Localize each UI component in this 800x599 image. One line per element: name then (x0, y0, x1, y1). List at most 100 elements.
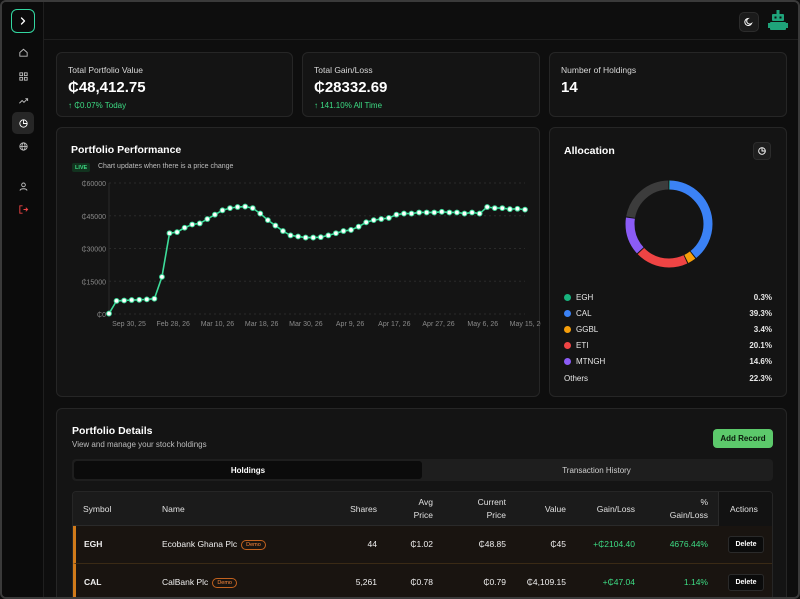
data-point[interactable] (438, 208, 445, 215)
data-point[interactable] (159, 273, 165, 280)
data-point[interactable] (317, 234, 324, 241)
data-point[interactable] (128, 297, 135, 303)
data-point[interactable] (355, 223, 362, 230)
column-header-symbol[interactable]: Symbol (83, 504, 112, 514)
data-point[interactable] (151, 295, 158, 302)
data-point[interactable] (363, 219, 370, 226)
data-point[interactable] (325, 232, 332, 239)
sidebar-item-dashboard[interactable] (12, 65, 34, 87)
data-point[interactable] (491, 205, 498, 212)
data-point[interactable] (393, 211, 400, 218)
data-point[interactable] (280, 228, 286, 234)
data-point[interactable] (310, 234, 317, 241)
column-header-gain-loss[interactable]: Gain/Loss (596, 504, 635, 514)
column-header-avg-price[interactable]: Avg Price (393, 496, 433, 522)
data-point[interactable] (219, 207, 226, 214)
data-point[interactable] (461, 210, 468, 217)
column-header-current-price[interactable]: Current Price (456, 496, 506, 522)
donut-slice[interactable] (625, 180, 713, 268)
allocation-title: Allocation (564, 145, 615, 157)
data-point[interactable] (370, 217, 377, 224)
details-title: Portfolio Details (72, 425, 153, 437)
performance-line-chart[interactable]: ₵60000 ₵45000 ₵30000 ₵15000 ₵0 Sep 30, 25 Feb … (57, 128, 541, 398)
data-point[interactable] (189, 221, 196, 228)
theme-toggle-button[interactable] (739, 12, 759, 32)
donut-slice[interactable] (625, 180, 713, 268)
data-point[interactable] (333, 230, 339, 237)
data-point[interactable] (348, 227, 354, 233)
performance-title: Portfolio Performance (71, 144, 182, 156)
allocation-view-button[interactable] (753, 142, 771, 160)
column-header-shares[interactable]: Shares (350, 504, 377, 514)
stock-name: CalBank Plc (162, 577, 209, 587)
data-point[interactable] (431, 209, 438, 216)
sidebar-item-trends[interactable] (12, 89, 34, 111)
allocation-donut-chart[interactable] (550, 158, 788, 318)
data-point[interactable] (416, 209, 423, 216)
data-point[interactable] (211, 211, 218, 218)
sidebar-item-profile[interactable] (12, 175, 34, 197)
data-point[interactable] (401, 210, 407, 217)
data-point[interactable] (302, 234, 309, 241)
data-point[interactable] (295, 233, 301, 240)
legend-name: ETI (576, 341, 589, 350)
data-point[interactable] (469, 209, 475, 216)
data-point[interactable] (446, 209, 453, 216)
data-point[interactable] (272, 222, 279, 229)
data-point[interactable] (113, 298, 120, 304)
data-point[interactable] (204, 216, 211, 222)
data-point[interactable] (136, 296, 143, 303)
tab-transaction-history[interactable]: Transaction History (562, 465, 631, 475)
data-point[interactable] (385, 215, 392, 221)
data-point[interactable] (166, 230, 173, 237)
data-point[interactable] (454, 209, 460, 216)
data-point[interactable] (249, 205, 256, 212)
sidebar-item-portfolio[interactable] (12, 112, 34, 134)
data-point[interactable] (476, 210, 483, 217)
data-point[interactable] (340, 228, 347, 234)
data-point[interactable] (257, 210, 264, 217)
legend-item: MTNGH 14.6% (564, 356, 772, 368)
delete-button[interactable]: Delete (728, 574, 764, 591)
sidebar-item-home[interactable] (12, 41, 34, 63)
legend-value: 3.4% (753, 325, 772, 334)
data-point[interactable] (506, 206, 513, 213)
data-point[interactable] (499, 205, 506, 212)
table-row[interactable]: EGH Ecobank Ghana Plc Demo 44 ₵1.02 ₵48.8… (73, 526, 772, 564)
donut-slice[interactable] (625, 180, 713, 268)
tab-holdings[interactable]: Holdings (74, 461, 422, 479)
data-point[interactable] (423, 209, 430, 216)
sidebar-item-market[interactable] (12, 135, 34, 157)
data-point[interactable] (174, 229, 180, 236)
robot-logo-icon[interactable] (768, 10, 788, 32)
legend-dot (564, 310, 571, 317)
data-point[interactable] (408, 210, 415, 217)
sidebar-item-logout[interactable] (12, 198, 34, 220)
table-row[interactable]: CAL CalBank Plc Demo 5,261 ₵0.78 ₵0.79 ₵4… (73, 564, 772, 597)
delete-button[interactable]: Delete (728, 536, 764, 553)
data-point[interactable] (196, 220, 203, 227)
data-point[interactable] (121, 297, 128, 304)
legend-value: 20.1% (749, 341, 772, 350)
data-point[interactable] (106, 310, 112, 317)
sidebar-toggle-button[interactable] (11, 9, 35, 33)
legend-name: MTNGH (576, 357, 606, 366)
column-header-pct-gain-loss[interactable]: % Gain/Loss (648, 496, 708, 522)
data-point[interactable] (143, 296, 150, 303)
stat-change: ↑ 141.10% All Time (314, 101, 383, 110)
data-point[interactable] (227, 205, 233, 212)
data-point[interactable] (234, 204, 241, 210)
column-header-value[interactable]: Value (544, 504, 566, 514)
data-point[interactable] (181, 224, 188, 231)
data-point[interactable] (484, 204, 491, 210)
data-point[interactable] (264, 217, 271, 224)
data-point[interactable] (287, 232, 294, 239)
data-point[interactable] (242, 203, 249, 210)
add-record-button[interactable]: Add Record (713, 429, 773, 448)
data-point[interactable] (514, 205, 521, 212)
donut-slice[interactable] (625, 180, 713, 268)
data-point[interactable] (522, 206, 528, 213)
column-header-name[interactable]: Name (162, 504, 185, 514)
data-point[interactable] (378, 216, 385, 222)
pie-chart-icon (758, 147, 766, 155)
